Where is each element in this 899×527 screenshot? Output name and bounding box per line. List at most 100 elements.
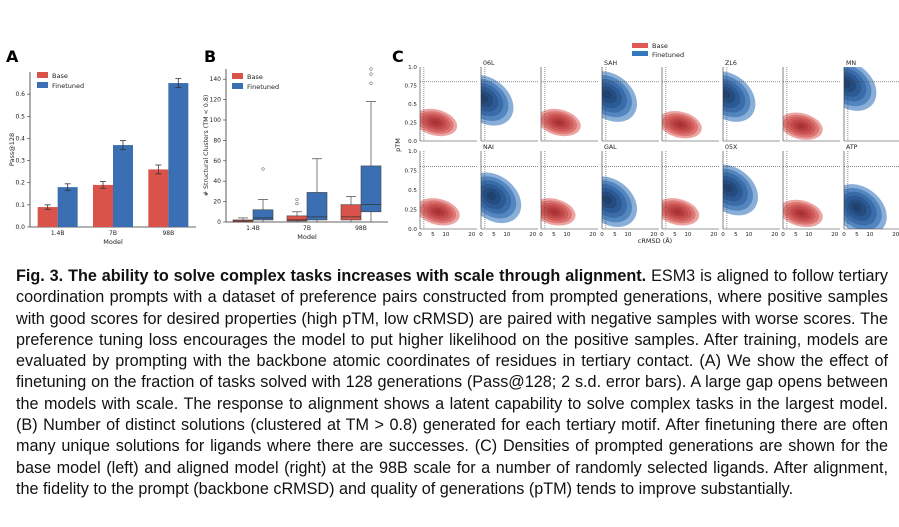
a-legend-finetuned-swatch [37, 82, 48, 88]
c-x-tick-label: 0 [539, 232, 543, 238]
b-y-tick-label: 60 [213, 158, 221, 165]
c-x-tick-label: 10 [503, 232, 511, 238]
c-legend-base-swatch [632, 43, 648, 48]
a-legend-base-label: Base [52, 72, 68, 80]
b-legend-finetuned-swatch [232, 83, 243, 89]
b-y-tick-label: 80 [213, 137, 221, 144]
c-density-06L-finetuned [481, 74, 514, 126]
c-density-level [673, 209, 682, 215]
a-y-tick-label: 0.1 [15, 202, 25, 209]
b-outlier [369, 72, 373, 76]
a-bar-finetuned [113, 145, 133, 227]
c-x-tick-label: 20 [468, 232, 476, 238]
a-bar-base [148, 169, 169, 227]
c-density-SAH-finetuned [602, 71, 638, 122]
b-outlier [369, 81, 373, 85]
c-x-tick-label: 10 [563, 232, 571, 238]
c-density-level [602, 195, 612, 204]
b-y-tick-label: 20 [213, 199, 221, 206]
c-density-NAI-base [420, 198, 460, 226]
c-x-tick-label: 10 [624, 232, 632, 238]
c-density-level [797, 211, 805, 216]
c-density-05X-base [662, 198, 700, 226]
c-x-tick-label: 10 [866, 232, 874, 238]
c-x-tick-label: 20 [710, 232, 718, 238]
c-y-tick-label: 0.5 [408, 102, 417, 108]
c-x-tick-label: 0 [842, 232, 846, 238]
b-box-finetuned [360, 165, 382, 213]
a-y-tick-label: 0.3 [15, 158, 25, 165]
c-x-tick-label: 20 [529, 232, 537, 238]
c-x-tick-label: 10 [745, 232, 753, 238]
panel-b-letter: B [204, 47, 216, 66]
c-y-tick-label: 0.5 [408, 188, 417, 194]
b-x-axis-label: Model [297, 233, 317, 241]
a-bar-base [93, 184, 113, 227]
c-x-tick-label: 0 [660, 232, 664, 238]
c-density-MN-finetuned [844, 67, 877, 111]
figure-caption: Fig. 3. The ability to solve complex tas… [16, 266, 888, 500]
c-title-05X: 05X [725, 144, 738, 151]
b-x-tick-label: 98B [355, 225, 367, 232]
b-outlier [295, 202, 299, 206]
c-y-tick-label: 0.25 [405, 121, 418, 127]
caption-text-1: ESM3 is aligned to follow tertiary coord… [16, 267, 888, 371]
c-x-axis-label: cRMSD (Å) [638, 236, 672, 245]
c-density-NAI-finetuned [481, 172, 522, 224]
c-title-ATP: ATP [846, 144, 858, 151]
b-y-axis-label: # Structural Clusters (TM < 0.8) [203, 95, 210, 197]
c-title-SAH: SAH [604, 60, 617, 67]
c-x-tick-label: 10 [805, 232, 813, 238]
c-legend-finetuned-swatch [632, 51, 648, 56]
b-y-tick-label: 120 [210, 97, 222, 104]
caption-text-3: Number of distinct solutions (clustered … [16, 416, 888, 456]
a-x-axis-label: Model [103, 238, 123, 246]
caption-text-4: Densities of prompted generations are sh… [16, 437, 888, 498]
c-x-tick-label: 0 [600, 232, 604, 238]
a-x-tick-label: 1.4B [51, 230, 65, 237]
c-x-tick-label: 20 [650, 232, 658, 238]
c-title-MN: MN [846, 60, 856, 67]
c-x-tick-label: 20 [589, 232, 597, 238]
a-bar-finetuned [57, 187, 78, 227]
b-box-finetuned [252, 209, 274, 221]
c-y-tick-label: 1.0 [408, 149, 417, 155]
c-density-level [555, 120, 563, 125]
a-x-tick-label: 98B [162, 230, 174, 237]
c-y-axis-label: pTM [394, 138, 402, 152]
c-y-tick-label: 0.0 [408, 139, 417, 145]
b-y-tick-label: 100 [210, 117, 222, 124]
b-x-tick-label: 1.4B [246, 225, 260, 232]
c-y-tick-label: 1.0 [408, 65, 417, 71]
a-y-tick-label: 0.5 [15, 113, 25, 120]
c-y-tick-label: 0.75 [405, 84, 418, 90]
figure-3: A B C 0.0 0.1 0.2 0.3 0.4 0.5 0.6 Pass@128 Model… [6, 42, 899, 246]
a-y-tick-label: 0.6 [15, 91, 25, 98]
b-legend-finetuned-label: Finetuned [247, 83, 279, 91]
b-outlier [295, 197, 299, 202]
b-outlier [369, 67, 373, 71]
c-x-tick-label: 0 [781, 232, 785, 238]
caption-ref-b: (B) [16, 416, 38, 435]
c-x-tick-label: 5 [613, 232, 617, 238]
caption-ref-a: (A) [699, 352, 721, 371]
c-title-GAL: GAL [604, 144, 617, 151]
c-density-level [852, 203, 862, 212]
c-density-level [723, 183, 733, 193]
panel-a-letter: A [6, 47, 19, 66]
c-density-level [797, 123, 805, 129]
c-density-ZL6-finetuned [723, 71, 756, 122]
b-legend-base-label: Base [247, 73, 263, 81]
c-x-tick-label: 5 [431, 232, 435, 238]
a-y-axis-label: Pass@128 [8, 133, 16, 166]
b-y-tick-label: 140 [210, 76, 222, 83]
c-density-level [431, 120, 440, 125]
c-x-tick-label: 5 [492, 232, 496, 238]
c-x-tick-label: 5 [673, 232, 677, 238]
a-bar-base [37, 207, 58, 227]
c-x-tick-label: 5 [794, 232, 798, 238]
c-density-06L-base [420, 108, 458, 137]
a-y-tick-label: 0.4 [15, 135, 25, 142]
c-y-tick-label: 0.75 [405, 169, 418, 175]
